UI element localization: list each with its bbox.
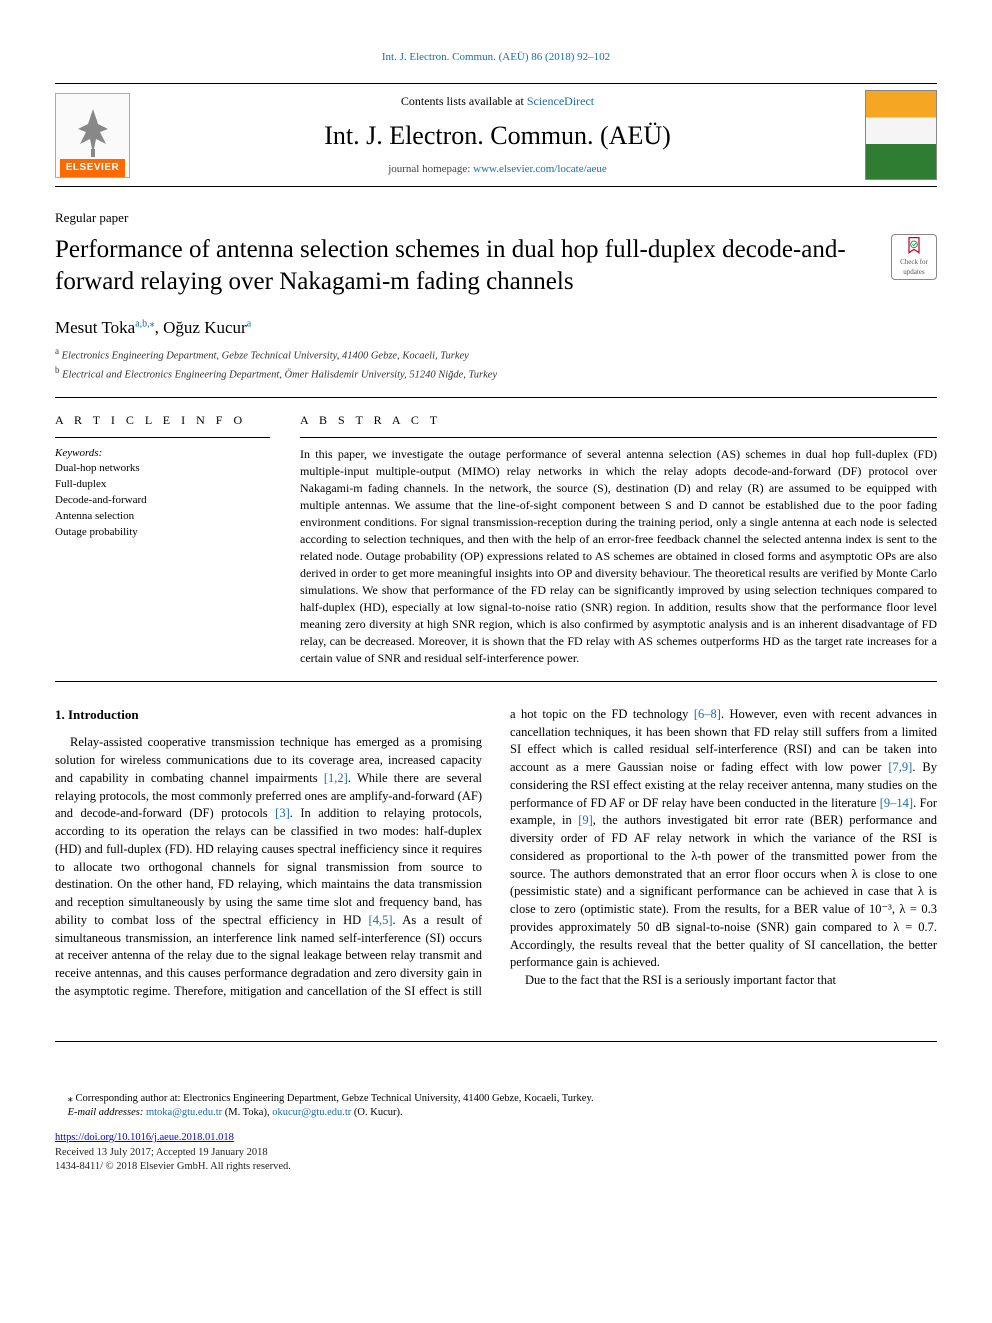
abstract-heading: A B S T R A C T (300, 412, 937, 429)
section-heading: 1. Introduction (55, 706, 482, 724)
doi-link[interactable]: https://doi.org/10.1016/j.aeue.2018.01.0… (55, 1132, 234, 1143)
homepage-link[interactable]: www.elsevier.com/locate/aeue (473, 163, 607, 175)
author-2-marks: a (247, 318, 251, 329)
intro-para-2: Due to the fact that the RSI is a seriou… (510, 972, 937, 990)
keywords-list: Dual-hop networks Full-duplex Decode-and… (55, 461, 270, 541)
email-who-2: (O. Kucur). (351, 1107, 402, 1118)
divider (55, 1041, 937, 1042)
email-line: E-mail addresses: mtoka@gtu.edu.tr (M. T… (55, 1106, 937, 1121)
keywords-label: Keywords: (55, 446, 270, 461)
divider (55, 681, 937, 682)
author-1: Mesut Toka (55, 318, 135, 337)
journal-name: Int. J. Electron. Commun. (AEÜ) (148, 118, 847, 154)
masthead-center: Contents lists available at ScienceDirec… (148, 93, 847, 178)
citation-link[interactable]: [1,2] (324, 771, 348, 785)
bookmark-check-icon (904, 236, 924, 256)
section-introduction: 1. Introduction Relay-assisted cooperati… (55, 706, 937, 1001)
abs-divider (300, 437, 937, 438)
author-1-marks: a,b,⁎ (135, 318, 154, 329)
keyword: Dual-hop networks (55, 461, 270, 477)
contents-prefix: Contents lists available at (401, 94, 527, 108)
email-link-2[interactable]: okucur@gtu.edu.tr (272, 1107, 351, 1118)
homepage-prefix: journal homepage: (388, 163, 473, 175)
elsevier-tree-icon (68, 104, 118, 159)
doi: https://doi.org/10.1016/j.aeue.2018.01.0… (55, 1131, 937, 1146)
copyright: 1434-8411/ © 2018 Elsevier GmbH. All rig… (55, 1160, 937, 1175)
masthead: ELSEVIER Contents lists available at Sci… (55, 83, 937, 187)
journal-homepage: journal homepage: www.elsevier.com/locat… (148, 162, 847, 177)
running-head: Int. J. Electron. Commun. (AEÜ) 86 (2018… (55, 50, 937, 65)
citation-link[interactable]: [3] (275, 806, 290, 820)
paper-type: Regular paper (55, 209, 937, 227)
article-title: Performance of antenna selection schemes… (55, 234, 871, 298)
citation-link[interactable]: [9] (578, 813, 593, 827)
article-info-heading: A R T I C L E I N F O (55, 412, 270, 429)
keyword: Antenna selection (55, 509, 270, 525)
footnotes: ⁎ Corresponding author at: Electronics E… (55, 1092, 937, 1121)
intro-para-1: Relay-assisted cooperative transmission … (55, 706, 937, 1001)
abstract-text: In this paper, we investigate the outage… (300, 446, 937, 667)
info-abstract-row: A R T I C L E I N F O Keywords: Dual-hop… (55, 412, 937, 667)
citation-link[interactable]: [6–8] (694, 707, 721, 721)
sciencedirect-link[interactable]: ScienceDirect (527, 94, 594, 108)
email-link-1[interactable]: mtoka@gtu.edu.tr (146, 1107, 222, 1118)
publisher-logo-text: ELSEVIER (60, 159, 125, 177)
authors: Mesut Tokaa,b,⁎, Oğuz Kucura (55, 316, 937, 340)
corresponding-author-note: ⁎ Corresponding author at: Electronics E… (55, 1092, 937, 1107)
keyword: Outage probability (55, 525, 270, 541)
info-divider (55, 437, 270, 438)
affiliation-a: Electronics Engineering Department, Gebz… (62, 351, 469, 362)
email-who-1: (M. Toka), (222, 1107, 272, 1118)
affiliation-b: Electrical and Electronics Engineering D… (62, 370, 497, 381)
abstract-col: A B S T R A C T In this paper, we invest… (300, 412, 937, 667)
article-history: Received 13 July 2017; Accepted 19 Janua… (55, 1146, 937, 1161)
contents-available: Contents lists available at ScienceDirec… (148, 93, 847, 110)
citation-link[interactable]: [9–14] (880, 796, 913, 810)
corr-prefix: ⁎ Corresponding author at: (68, 1093, 183, 1104)
author-2: Oğuz Kucur (163, 318, 247, 337)
check-updates-label: Check for updates (892, 258, 936, 278)
journal-cover-thumb (865, 90, 937, 180)
corr-text: Electronics Engineering Department, Gebz… (183, 1093, 594, 1104)
check-updates-badge[interactable]: Check for updates (891, 234, 937, 280)
text: , the authors investigated bit error rat… (510, 813, 937, 969)
email-label: E-mail addresses: (68, 1107, 146, 1118)
citation-link[interactable]: [7,9] (888, 760, 912, 774)
keyword: Decode-and-forward (55, 493, 270, 509)
article-info: A R T I C L E I N F O Keywords: Dual-hop… (55, 412, 270, 541)
text: . In addition to relaying protocols, acc… (55, 806, 482, 927)
citation-link[interactable]: [4,5] (369, 913, 393, 927)
divider (55, 397, 937, 398)
publisher-logo: ELSEVIER (55, 93, 130, 178)
keyword: Full-duplex (55, 477, 270, 493)
affiliations: a Electronics Engineering Department, Ge… (55, 345, 937, 382)
